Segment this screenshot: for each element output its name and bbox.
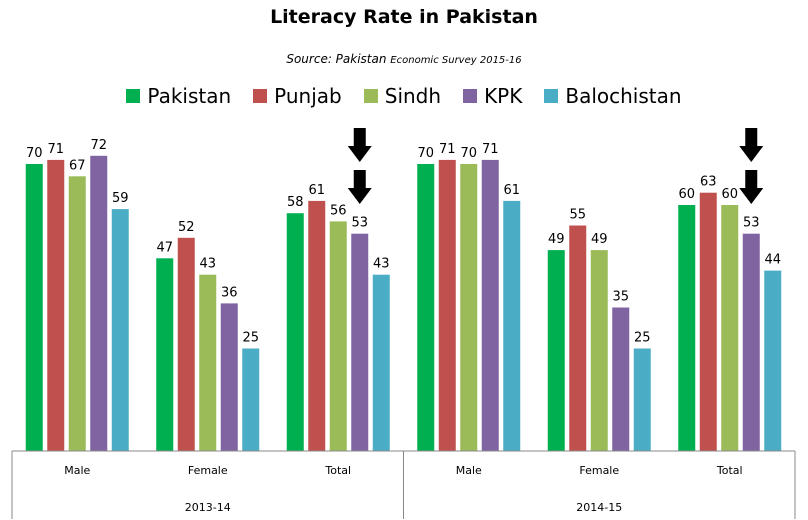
bar-punjab	[569, 225, 587, 451]
subtitle-source: Source: Pakistan	[286, 52, 387, 66]
bar-pakistan	[547, 250, 565, 451]
data-label: 47	[156, 240, 173, 255]
bar-sindh	[329, 221, 347, 451]
data-label: 72	[90, 138, 107, 153]
x-tick-label: Female	[188, 464, 228, 477]
data-label: 52	[178, 220, 195, 235]
data-label: 44	[764, 253, 781, 268]
bar-balochistan	[242, 348, 260, 451]
legend-swatch	[363, 89, 378, 103]
data-label: 70	[460, 146, 477, 161]
x-tick-label: Male	[64, 464, 90, 477]
data-label: 60	[678, 187, 695, 202]
bar-punjab	[177, 237, 195, 451]
chart-subtitle: Source: Pakistan Economic Survey 2015-16	[0, 52, 808, 66]
data-label: 49	[591, 232, 608, 247]
legend-swatch	[253, 89, 268, 103]
legend-swatch	[544, 89, 559, 103]
data-label: 35	[612, 290, 629, 305]
legend: Pakistan Punjab Sindh KPK Balochistan	[0, 84, 808, 108]
data-label: 70	[417, 146, 434, 161]
bar-balochistan	[111, 209, 129, 451]
down-arrow-icon	[739, 170, 764, 204]
data-label: 53	[351, 216, 368, 231]
data-label: 70	[26, 146, 43, 161]
data-label: 60	[721, 187, 738, 202]
x-tick-label: Total	[716, 464, 743, 477]
data-label: 67	[69, 158, 86, 173]
bar-punjab	[308, 200, 326, 451]
legend-item-kpk: KPK	[463, 84, 522, 108]
x-tick-label: Total	[324, 464, 351, 477]
data-label: 55	[569, 208, 586, 223]
data-label: 61	[308, 183, 325, 198]
data-label: 43	[199, 257, 216, 272]
bar-sindh	[590, 250, 608, 451]
legend-label: KPK	[484, 84, 523, 108]
legend-swatch	[126, 89, 141, 103]
data-label: 56	[330, 203, 347, 218]
down-arrow-icon	[347, 128, 372, 162]
bar-punjab	[438, 159, 456, 451]
bar-balochistan	[633, 348, 651, 451]
x-group-label: 2014-15	[576, 501, 622, 514]
data-label: 71	[47, 142, 64, 157]
bar-punjab	[47, 159, 65, 451]
bar-pakistan	[156, 258, 174, 451]
bar-sindh	[721, 205, 739, 451]
data-label: 36	[221, 285, 238, 300]
data-label: 49	[548, 232, 565, 247]
bar-balochistan	[503, 200, 521, 451]
legend-item-balochistan: Balochistan	[544, 84, 682, 108]
bar-balochistan	[764, 270, 782, 451]
data-label: 43	[373, 257, 390, 272]
data-label: 71	[439, 142, 456, 157]
data-label: 25	[634, 331, 651, 346]
data-label: 63	[700, 175, 717, 190]
bar-balochistan	[372, 274, 390, 451]
down-arrow-icon	[739, 128, 764, 162]
bar-pakistan	[417, 164, 435, 451]
down-arrow-icon	[347, 170, 372, 204]
x-tick-label: Female	[579, 464, 619, 477]
bar-punjab	[699, 192, 717, 451]
legend-item-punjab: Punjab	[253, 84, 342, 108]
bar-kpk	[742, 233, 760, 451]
data-label: 71	[482, 142, 499, 157]
bar-kpk	[351, 233, 369, 451]
data-label: 59	[112, 191, 129, 206]
bar-sindh	[68, 176, 86, 452]
bar-pakistan	[678, 205, 696, 451]
bar-kpk	[90, 155, 108, 452]
legend-label: Sindh	[384, 84, 442, 108]
legend-label: Balochistan	[565, 84, 682, 108]
subtitle-survey: Economic Survey 2015-16	[390, 55, 522, 66]
data-label: 53	[743, 216, 760, 231]
data-label: 25	[242, 331, 259, 346]
legend-item-pakistan: Pakistan	[126, 84, 231, 108]
data-label: 61	[503, 183, 520, 198]
bar-sindh	[460, 164, 478, 451]
chart-title: Literacy Rate in Pakistan	[270, 6, 538, 28]
x-tick-label: Male	[456, 464, 482, 477]
bar-sindh	[199, 274, 217, 451]
bar-kpk	[612, 307, 630, 451]
data-label: 58	[287, 195, 304, 210]
bar-kpk	[220, 303, 238, 451]
x-group-label: 2013-14	[185, 501, 231, 514]
bar-pakistan	[25, 164, 43, 451]
bar-kpk	[481, 159, 499, 451]
legend-item-sindh: Sindh	[363, 84, 442, 108]
legend-swatch	[463, 89, 478, 103]
legend-label: Punjab	[274, 84, 342, 108]
bar-pakistan	[286, 213, 304, 451]
legend-label: Pakistan	[147, 84, 232, 108]
